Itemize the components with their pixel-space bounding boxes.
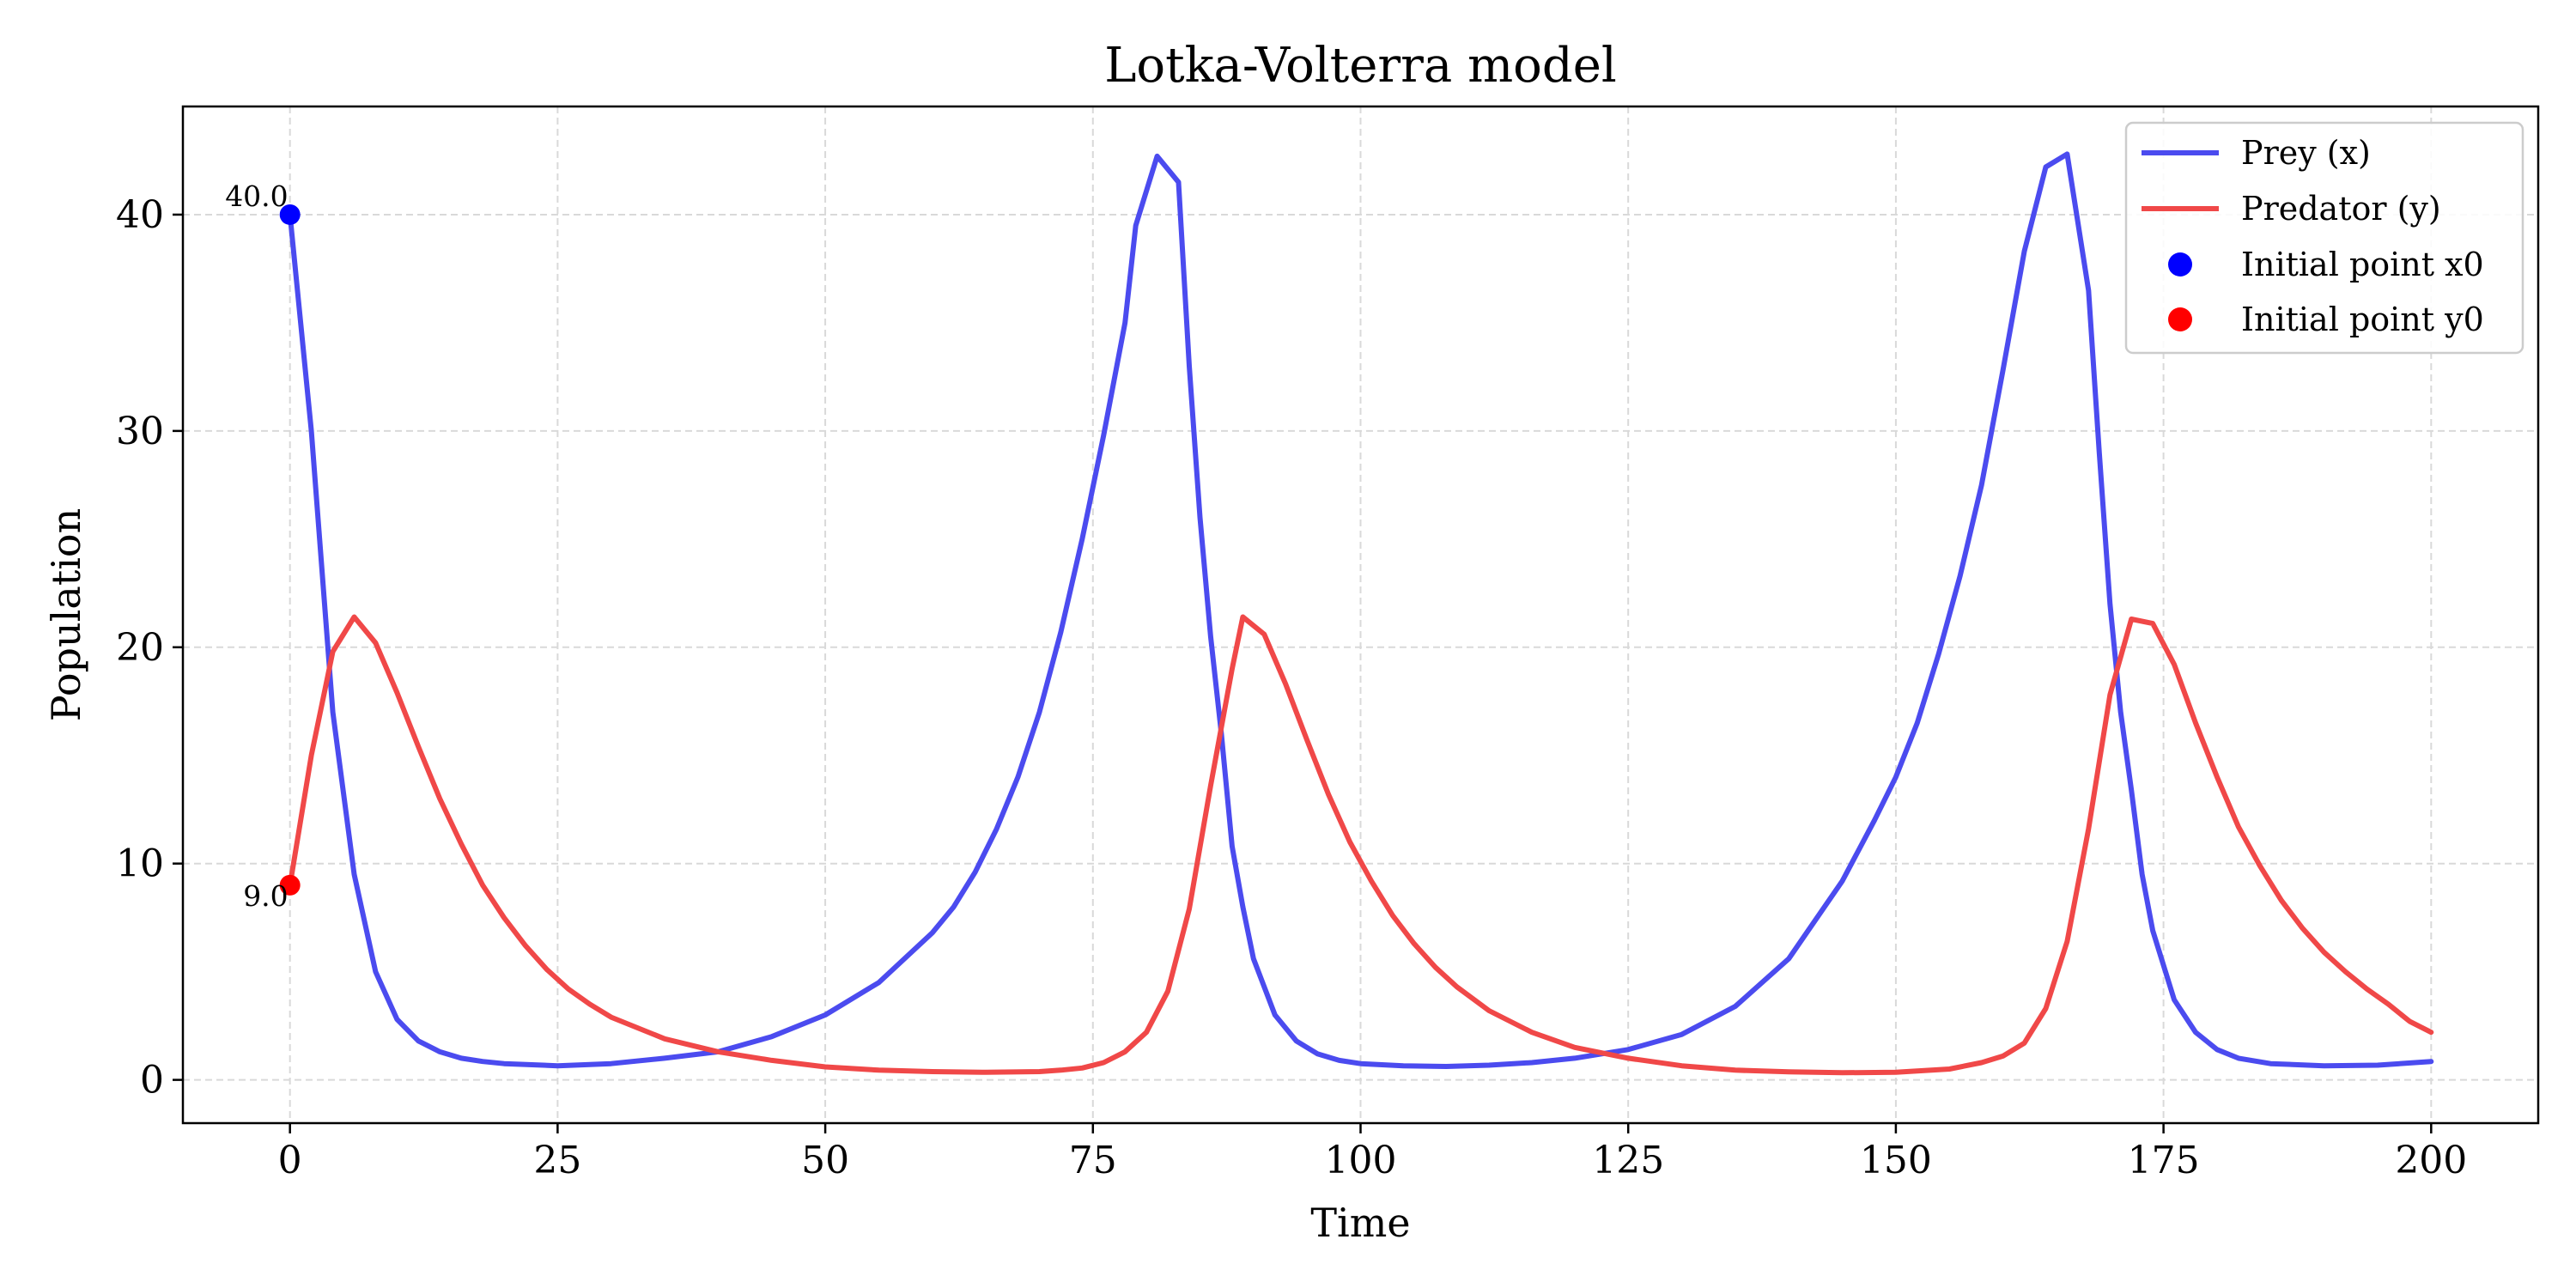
x-tick-label: 125	[1592, 1139, 1664, 1182]
axes: 0 25 50 75 100 125 150 175 200 0 10 20 30 40	[116, 193, 2467, 1182]
x-tick-label: 0	[278, 1139, 302, 1182]
initial-point-marker	[279, 204, 301, 225]
y-tick-label: 10	[116, 842, 164, 886]
y-axis-label: Population	[43, 508, 89, 722]
x-axis-label: Time	[1310, 1200, 1410, 1246]
x-tick-label: 25	[533, 1139, 581, 1182]
legend-label: Prey (x)	[2241, 134, 2371, 172]
initial-point-marker	[279, 874, 301, 896]
legend-box	[2124, 121, 2524, 355]
series-layer	[287, 151, 2434, 1076]
x-tick-label: 50	[801, 1139, 849, 1182]
legend-label: Initial point x0	[2241, 246, 2484, 283]
y-tick-label: 40	[116, 193, 164, 237]
x-tick-label: 150	[1860, 1139, 1932, 1182]
x-tick-label: 175	[2128, 1139, 2200, 1182]
chart-title: Lotka-Volterra model	[1104, 38, 1617, 94]
legend-label: Predator (y)	[2241, 190, 2441, 228]
y-tick-label: 30	[116, 410, 164, 453]
legend-label: Initial point y0	[2241, 301, 2484, 338]
x-tick-label: 100	[1325, 1139, 1397, 1182]
y-tick-label: 0	[140, 1059, 164, 1103]
x-tick-label: 75	[1069, 1139, 1117, 1182]
y-tick-label: 20	[116, 626, 164, 670]
legend-swatch-marker	[2168, 307, 2192, 331]
initial-point-label: 9.0	[243, 879, 288, 913]
series-line-prey	[287, 151, 2434, 1069]
legend-swatch-marker	[2168, 252, 2192, 276]
marker-layer: 40.0 9.0	[225, 179, 301, 913]
x-tick-label: 200	[2395, 1139, 2467, 1182]
legend: Prey (x) Predator (y) Initial point x0 Init…	[2124, 121, 2524, 355]
initial-point-label: 40.0	[225, 179, 288, 213]
series-line-predator	[287, 614, 2434, 1076]
